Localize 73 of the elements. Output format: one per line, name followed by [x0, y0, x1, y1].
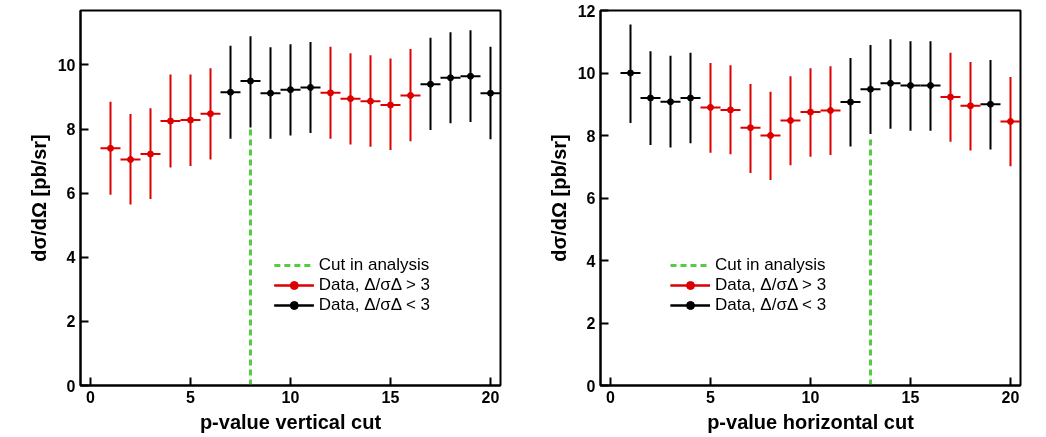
point: [907, 82, 914, 89]
point: [667, 98, 674, 106]
point: [127, 156, 134, 164]
point: [187, 116, 194, 124]
point: [687, 94, 694, 102]
legend-label: Data, Δ/σΔ > 3: [715, 275, 827, 295]
x-tick-label: 0: [86, 388, 96, 406]
point: [207, 110, 214, 118]
point: [947, 93, 954, 101]
point: [1007, 117, 1014, 125]
x-axis-title: p-value horizontal cut: [707, 410, 915, 433]
y-tick-label: 0: [66, 377, 76, 395]
point: [927, 82, 934, 89]
point: [247, 77, 254, 85]
y-tick-label: 2: [586, 315, 596, 332]
y-tick-label: 4: [66, 249, 76, 267]
y-tick-label: 4: [586, 252, 596, 270]
point: [287, 86, 294, 94]
y-tick-label: 6: [586, 190, 596, 207]
point: [307, 83, 314, 91]
point: [987, 100, 994, 108]
point: [487, 89, 494, 97]
point: [847, 98, 854, 106]
legend-label: Data, Δ/σΔ < 3: [318, 295, 430, 315]
y-tick-label: 6: [66, 185, 76, 203]
point: [787, 117, 794, 124]
point: [407, 91, 414, 99]
point: [647, 94, 654, 102]
x-tick-label: 15: [381, 388, 400, 406]
x-tick-label: 20: [1001, 388, 1020, 406]
point: [727, 106, 734, 114]
point: [627, 69, 634, 77]
y-tick-label: 0: [586, 377, 596, 395]
point: [347, 95, 354, 103]
point: [227, 88, 234, 96]
point: [747, 124, 754, 132]
y-tick-label: 8: [586, 127, 596, 145]
point: [767, 132, 774, 139]
x-axis-title: p-value vertical cut: [199, 410, 382, 433]
y-tick-label: 10: [577, 65, 596, 82]
point: [427, 80, 434, 88]
point: [447, 74, 454, 82]
y-axis-title: dσ/dΩ [pb/sr]: [27, 134, 50, 262]
point: [387, 101, 394, 109]
point: [327, 89, 334, 97]
x-tick-label: 5: [706, 388, 716, 406]
point: [887, 79, 894, 87]
point: [147, 150, 154, 158]
point: [967, 102, 974, 110]
x-tick-label: 10: [281, 388, 300, 406]
point: [827, 107, 834, 114]
y-axis-title: dσ/dΩ [pb/sr]: [547, 134, 570, 262]
legend-label: Data, Δ/σΔ < 3: [715, 295, 827, 315]
x-tick-label: 0: [606, 388, 616, 406]
point: [867, 85, 874, 93]
y-tick-label: 8: [66, 121, 76, 139]
y-tick-label: 12: [577, 2, 596, 20]
point: [467, 72, 474, 80]
point: [167, 117, 174, 125]
point: [267, 89, 274, 97]
x-tick-label: 5: [186, 388, 196, 406]
legend-label: Cut in analysis: [318, 255, 430, 275]
point: [367, 97, 374, 105]
legend-label: Data, Δ/σΔ > 3: [318, 275, 430, 295]
x-tick-label: 20: [481, 388, 500, 406]
y-tick-label: 10: [57, 56, 76, 74]
point: [107, 144, 114, 152]
x-tick-label: 15: [901, 388, 920, 406]
point: [807, 108, 814, 116]
y-tick-label: 2: [66, 313, 76, 331]
point: [707, 103, 714, 111]
x-tick-label: 10: [801, 388, 820, 406]
legend-label: Cut in analysis: [715, 255, 826, 275]
